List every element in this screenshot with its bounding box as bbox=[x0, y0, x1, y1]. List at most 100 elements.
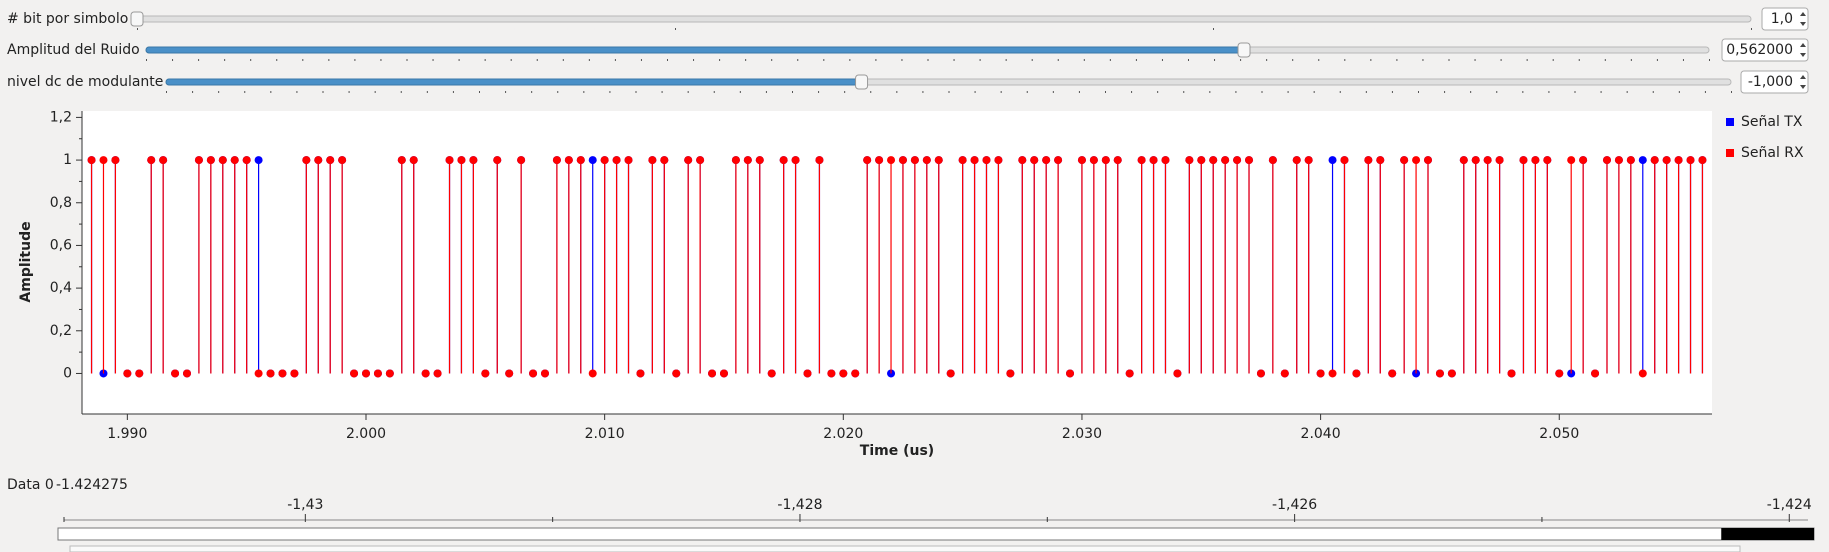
stem-marker bbox=[743, 156, 752, 165]
stem-marker bbox=[1638, 369, 1647, 378]
stem-marker bbox=[660, 156, 669, 165]
stem-marker bbox=[517, 156, 526, 165]
stem-marker bbox=[1376, 156, 1385, 165]
spinbox[interactable] bbox=[1740, 70, 1809, 94]
slider-tick bbox=[1731, 91, 1732, 93]
slider-tick bbox=[163, 28, 165, 30]
spinbox[interactable] bbox=[1761, 7, 1809, 31]
slider-tick bbox=[1370, 59, 1372, 61]
slider-tick bbox=[1724, 28, 1726, 30]
slider-tick bbox=[667, 59, 668, 61]
readout-value: -1.424275 bbox=[56, 477, 128, 493]
stem-marker bbox=[1161, 156, 1170, 165]
stem-marker bbox=[1495, 156, 1504, 165]
stem-marker bbox=[1101, 156, 1110, 165]
slider-tick bbox=[1132, 28, 1134, 30]
spin-arrows[interactable] bbox=[1800, 12, 1806, 26]
slider-tick bbox=[459, 28, 461, 30]
slider-tick bbox=[432, 59, 434, 61]
stem-marker bbox=[302, 156, 311, 165]
slider-tick bbox=[536, 59, 538, 61]
slider-tick bbox=[224, 59, 226, 61]
stem-marker bbox=[1197, 156, 1206, 165]
slider-tick bbox=[557, 91, 559, 93]
slider-tick bbox=[1578, 59, 1580, 61]
stem-marker bbox=[946, 369, 955, 378]
slider-tick bbox=[137, 28, 138, 30]
spin-arrows[interactable] bbox=[1800, 75, 1806, 89]
slider-tick bbox=[1235, 91, 1237, 93]
stem-marker bbox=[1638, 156, 1647, 165]
spinbox[interactable] bbox=[1721, 38, 1809, 62]
stem-marker bbox=[1256, 369, 1265, 378]
slider-tick bbox=[1548, 91, 1550, 93]
slider-tick bbox=[1000, 91, 1002, 93]
level-bar bbox=[57, 527, 1815, 541]
slider-tick bbox=[927, 59, 929, 61]
slider-tick bbox=[1320, 28, 1322, 30]
slider-handle[interactable] bbox=[855, 74, 869, 90]
slider-tick bbox=[1344, 59, 1346, 61]
ruler-tick-label: -1,43 bbox=[287, 497, 323, 513]
stem-marker bbox=[183, 369, 192, 378]
stem-marker bbox=[1221, 156, 1230, 165]
x-tick-label: 2.040 bbox=[1301, 426, 1341, 442]
level-fill bbox=[1721, 528, 1814, 540]
stem-marker bbox=[588, 369, 597, 378]
stem-marker bbox=[1292, 156, 1301, 165]
slider-tick bbox=[379, 28, 381, 30]
slider-tick bbox=[1704, 91, 1706, 93]
legend-label: Señal RX bbox=[1741, 145, 1804, 161]
slider-tick bbox=[1391, 91, 1393, 93]
slider-tick bbox=[1024, 28, 1026, 30]
slider-tick bbox=[1751, 28, 1752, 30]
slider-tick bbox=[917, 28, 919, 30]
slider-tick bbox=[849, 59, 851, 61]
stem-marker bbox=[755, 156, 764, 165]
stem-marker bbox=[1328, 156, 1337, 165]
slider-tick bbox=[594, 28, 596, 30]
slider-tick bbox=[562, 59, 564, 61]
slider-tick bbox=[1109, 59, 1111, 61]
stem-marker bbox=[1519, 156, 1528, 165]
stem-marker bbox=[1364, 156, 1373, 165]
slider-tick bbox=[276, 59, 278, 61]
slider-tick bbox=[1496, 91, 1498, 93]
stem-marker bbox=[1173, 369, 1182, 378]
stem-marker bbox=[803, 369, 812, 378]
slider-handle[interactable] bbox=[1237, 42, 1251, 58]
slider-tick bbox=[1026, 91, 1028, 93]
stem-marker bbox=[1543, 156, 1552, 165]
stem-marker bbox=[206, 156, 215, 165]
stem-marker bbox=[815, 156, 824, 165]
stem-marker bbox=[1435, 369, 1444, 378]
slider-tick bbox=[452, 91, 454, 93]
slider-tick bbox=[1396, 59, 1398, 61]
stem-marker bbox=[1280, 369, 1289, 378]
stem-marker bbox=[1245, 156, 1254, 165]
stem-marker bbox=[493, 156, 502, 165]
slider-tick bbox=[693, 59, 695, 61]
slider-tick bbox=[244, 28, 246, 30]
slider-tick bbox=[1105, 91, 1106, 93]
slider-tick bbox=[1535, 28, 1537, 30]
ruler-tick-label: -1,426 bbox=[1272, 497, 1317, 513]
stem-marker bbox=[887, 156, 896, 165]
stem-marker bbox=[875, 156, 884, 165]
slider-tick bbox=[348, 91, 350, 93]
stem-marker bbox=[624, 156, 633, 165]
stem-marker bbox=[1591, 369, 1600, 378]
stem-marker bbox=[1698, 156, 1707, 165]
spin-arrows[interactable] bbox=[1800, 43, 1806, 57]
slider-tick bbox=[875, 59, 877, 61]
slider-tick bbox=[1589, 28, 1591, 30]
slider-handle[interactable] bbox=[130, 11, 144, 27]
stem-marker bbox=[1352, 369, 1361, 378]
stem-marker bbox=[1567, 156, 1576, 165]
slider-tick bbox=[1209, 91, 1211, 93]
slider-tick bbox=[352, 28, 354, 30]
slider-tick bbox=[648, 28, 650, 30]
slider-tick bbox=[1630, 59, 1632, 61]
slider-tick bbox=[1678, 91, 1680, 93]
slider-tick bbox=[675, 28, 676, 30]
